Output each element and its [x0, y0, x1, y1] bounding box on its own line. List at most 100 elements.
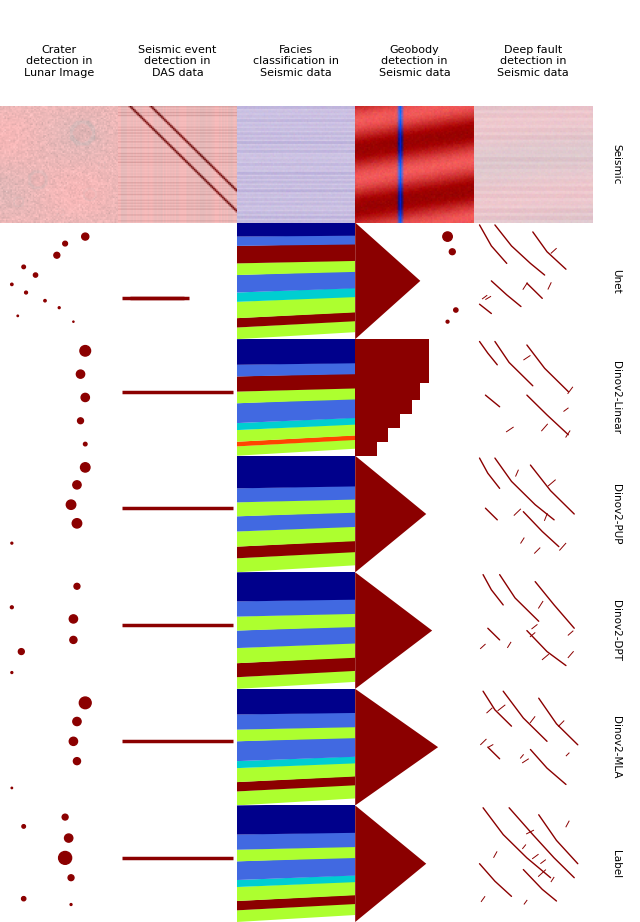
Circle shape: [70, 904, 72, 905]
Polygon shape: [237, 875, 355, 887]
Circle shape: [17, 315, 19, 316]
Polygon shape: [237, 857, 355, 880]
Polygon shape: [237, 435, 355, 446]
Circle shape: [65, 834, 73, 842]
Polygon shape: [237, 373, 355, 392]
Text: Deep fault
detection in
Seismic data: Deep fault detection in Seismic data: [497, 45, 569, 78]
Polygon shape: [237, 288, 355, 301]
Circle shape: [73, 717, 81, 726]
Polygon shape: [237, 727, 355, 741]
Circle shape: [80, 346, 91, 356]
Circle shape: [68, 875, 74, 881]
Polygon shape: [237, 643, 355, 663]
Polygon shape: [237, 785, 355, 806]
Polygon shape: [237, 418, 355, 430]
Circle shape: [82, 233, 89, 240]
Polygon shape: [237, 598, 355, 617]
Circle shape: [454, 308, 458, 313]
Circle shape: [76, 370, 84, 378]
Circle shape: [22, 896, 26, 901]
Polygon shape: [237, 756, 355, 768]
Circle shape: [67, 500, 76, 509]
Polygon shape: [237, 776, 355, 791]
Circle shape: [11, 283, 13, 286]
Circle shape: [77, 418, 83, 424]
Polygon shape: [237, 321, 355, 339]
Polygon shape: [237, 571, 355, 601]
Polygon shape: [237, 526, 355, 547]
Polygon shape: [237, 894, 355, 910]
Circle shape: [11, 671, 13, 673]
Polygon shape: [237, 424, 355, 442]
Circle shape: [70, 636, 77, 644]
Polygon shape: [237, 271, 355, 292]
Polygon shape: [237, 362, 355, 376]
Text: Unet: Unet: [611, 268, 621, 293]
Circle shape: [81, 463, 90, 472]
Polygon shape: [355, 455, 426, 573]
Circle shape: [58, 307, 60, 309]
Polygon shape: [355, 339, 429, 455]
Circle shape: [74, 584, 80, 589]
Polygon shape: [237, 670, 355, 689]
Polygon shape: [237, 881, 355, 901]
Polygon shape: [237, 540, 355, 559]
Polygon shape: [355, 689, 438, 806]
Polygon shape: [237, 398, 355, 423]
Circle shape: [449, 249, 455, 254]
Polygon shape: [237, 388, 355, 403]
Polygon shape: [237, 243, 355, 264]
Circle shape: [73, 321, 74, 323]
Text: Facies
classification in
Seismic data: Facies classification in Seismic data: [253, 45, 339, 78]
Polygon shape: [237, 657, 355, 677]
Circle shape: [22, 266, 26, 268]
Circle shape: [33, 273, 38, 278]
Circle shape: [74, 758, 81, 764]
Polygon shape: [237, 296, 355, 318]
Circle shape: [446, 320, 449, 323]
Polygon shape: [237, 222, 355, 237]
Polygon shape: [237, 846, 355, 861]
Circle shape: [63, 242, 67, 246]
Circle shape: [44, 300, 46, 301]
Text: Geobody
detection in
Seismic data: Geobody detection in Seismic data: [378, 45, 451, 78]
Circle shape: [73, 480, 81, 489]
Polygon shape: [237, 687, 355, 715]
Text: Dinov2-Linear: Dinov2-Linear: [611, 361, 621, 434]
Circle shape: [81, 394, 90, 401]
Text: Dinov2-DPT: Dinov2-DPT: [611, 600, 621, 661]
Circle shape: [59, 852, 72, 864]
Polygon shape: [237, 440, 355, 455]
Text: Seismic: Seismic: [611, 144, 621, 184]
Circle shape: [69, 738, 77, 745]
Circle shape: [72, 519, 82, 528]
Circle shape: [10, 606, 13, 609]
Circle shape: [11, 787, 13, 788]
Polygon shape: [237, 235, 355, 246]
Circle shape: [11, 542, 13, 544]
Polygon shape: [237, 337, 355, 365]
Circle shape: [19, 649, 24, 655]
Polygon shape: [237, 499, 355, 516]
Text: Crater
detection in
Lunar Image: Crater detection in Lunar Image: [24, 45, 94, 78]
Circle shape: [54, 253, 60, 258]
Text: Label: Label: [611, 850, 621, 878]
Polygon shape: [355, 222, 420, 339]
Polygon shape: [237, 804, 355, 834]
Polygon shape: [237, 486, 355, 502]
Circle shape: [22, 824, 26, 828]
Polygon shape: [237, 260, 355, 275]
Circle shape: [83, 443, 87, 446]
Polygon shape: [237, 712, 355, 729]
Polygon shape: [355, 806, 426, 922]
Polygon shape: [237, 626, 355, 648]
Polygon shape: [237, 551, 355, 573]
Circle shape: [79, 697, 91, 709]
Circle shape: [62, 814, 68, 820]
Polygon shape: [237, 832, 355, 850]
Polygon shape: [237, 613, 355, 631]
Polygon shape: [237, 762, 355, 782]
Polygon shape: [237, 737, 355, 762]
Polygon shape: [237, 904, 355, 922]
Circle shape: [24, 291, 28, 294]
